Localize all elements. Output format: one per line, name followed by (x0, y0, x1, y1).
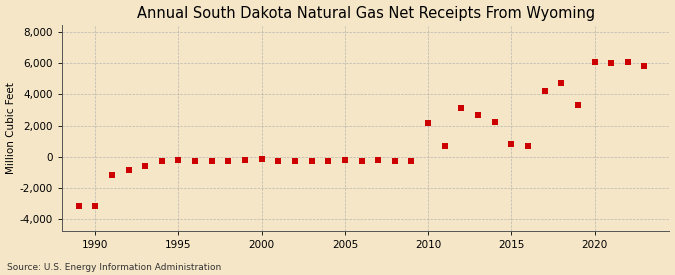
Point (506, 142, 517, 146)
Text: Source: U.S. Energy Information Administration: Source: U.S. Energy Information Administ… (7, 263, 221, 272)
Point (389, 158, 400, 163)
Point (306, 159, 317, 163)
Point (123, 167, 134, 172)
Point (472, 113, 483, 118)
Point (140, 164, 151, 168)
Point (223, 159, 234, 163)
Point (190, 159, 200, 163)
Point (489, 120, 500, 125)
Point (439, 144, 450, 149)
Point (539, 89, 550, 94)
Point (589, 60, 600, 64)
Point (456, 106, 467, 111)
Point (240, 158, 250, 162)
Point (622, 60, 633, 64)
Point (639, 64, 650, 68)
Point (556, 81, 567, 85)
Y-axis label: Million Cubic Feet: Million Cubic Feet (5, 82, 16, 174)
Point (340, 158, 350, 163)
Point (605, 60, 616, 65)
Point (290, 159, 300, 163)
Point (373, 158, 383, 162)
Point (157, 159, 167, 163)
Point (323, 159, 333, 163)
Point (423, 121, 433, 125)
Title: Annual South Dakota Natural Gas Net Receipts From Wyoming: Annual South Dakota Natural Gas Net Rece… (136, 6, 595, 21)
Point (406, 159, 417, 163)
Point (90, 203, 101, 208)
Point (356, 158, 367, 163)
Point (107, 173, 117, 177)
Point (173, 158, 184, 162)
Point (572, 102, 583, 107)
Point (256, 157, 267, 161)
Point (207, 159, 217, 163)
Point (273, 159, 284, 163)
Point (522, 144, 533, 148)
Point (74, 204, 84, 208)
